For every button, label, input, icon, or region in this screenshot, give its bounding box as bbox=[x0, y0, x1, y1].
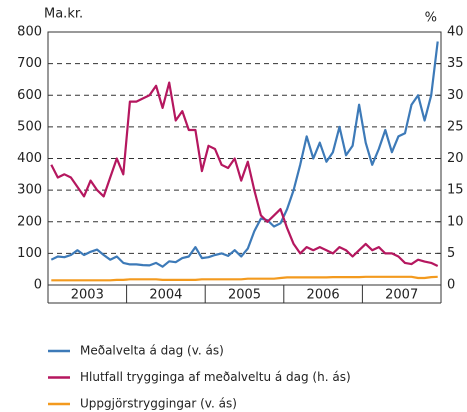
series-line bbox=[51, 275, 438, 282]
y-tick-label: 500 bbox=[17, 119, 42, 134]
series-line bbox=[50, 41, 439, 268]
x-tick-label: 2003 bbox=[71, 288, 104, 303]
y2-tick-label: 20 bbox=[447, 151, 464, 166]
y2-tick-label: 15 bbox=[447, 183, 464, 198]
x-tick-label: 2004 bbox=[149, 288, 182, 303]
y2-unit-label: % bbox=[425, 11, 437, 26]
y2-tick-label: 35 bbox=[447, 56, 464, 71]
legend-label: Uppgjörstryggingar (v. ás) bbox=[80, 397, 237, 411]
y2-tick-label: 5 bbox=[447, 246, 455, 261]
y-unit-label: Ma.kr. bbox=[44, 7, 83, 22]
y2-tick-label: 10 bbox=[447, 214, 464, 229]
legend-label: Meðalvelta á dag (v. ás) bbox=[80, 344, 224, 358]
y-tick-label: 0 bbox=[34, 278, 42, 293]
y-tick-label: 600 bbox=[17, 88, 42, 103]
plot-frame bbox=[47, 31, 442, 286]
y-tick-label: 700 bbox=[17, 56, 42, 71]
legend-label: Hlutfall trygginga af meðalveltu á dag (… bbox=[80, 370, 351, 384]
x-tick-label: 2005 bbox=[228, 288, 261, 303]
y2-tick-label: 25 bbox=[447, 119, 464, 134]
y-tick-label: 300 bbox=[17, 183, 42, 198]
y2-tick-label: 30 bbox=[447, 88, 464, 103]
y-tick-label: 100 bbox=[17, 246, 42, 261]
y-tick-label: 400 bbox=[17, 151, 42, 166]
series-line bbox=[50, 81, 439, 267]
y2-tick-label: 40 bbox=[447, 25, 464, 40]
y-tick-label: 200 bbox=[17, 214, 42, 229]
x-tick-label: 2007 bbox=[385, 288, 418, 303]
y-tick-label: 800 bbox=[17, 25, 42, 40]
y2-tick-label: 0 bbox=[447, 278, 455, 293]
x-tick-label: 2006 bbox=[307, 288, 340, 303]
